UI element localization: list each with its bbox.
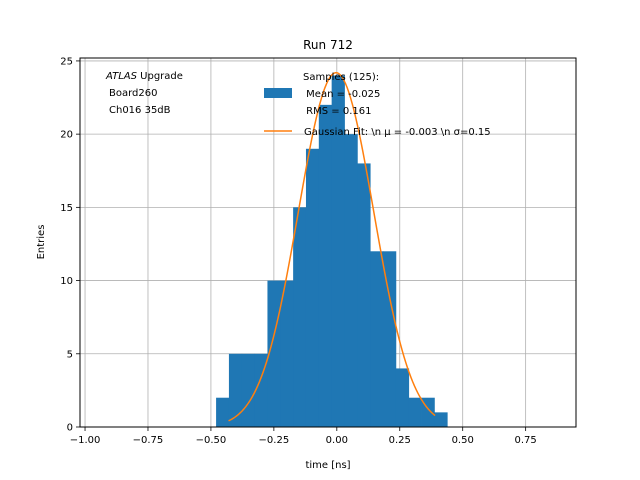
legend-histogram-line1: Samples (125):: [303, 72, 379, 83]
x-tick-label: 0.25: [389, 435, 411, 446]
annotation-italic: ATLAS: [105, 71, 138, 82]
y-tick-label: 15: [60, 203, 73, 214]
legend: Samples (125): Mean = -0.025 RMS = 0.161…: [264, 72, 491, 138]
histogram-bar: [357, 163, 371, 427]
annotation-line2: Board260: [109, 88, 157, 99]
legend-histogram-line3: RMS = 0.161: [303, 106, 371, 117]
histogram-bar: [434, 412, 448, 427]
histogram-bar: [318, 104, 333, 427]
x-tick-label: −1.00: [70, 435, 101, 446]
histogram-bar: [305, 148, 320, 428]
x-axis-ticks: −1.00 −0.75 −0.50 −0.25 0.00 0.25 0.50 0.75: [70, 427, 537, 446]
annotation-line3: Ch016 35dB: [109, 105, 171, 116]
histogram-bar: [293, 207, 307, 427]
histogram-bar: [370, 251, 384, 427]
x-tick-label: −0.50: [196, 435, 227, 446]
histogram-bar: [344, 134, 358, 427]
histogram-bar: [241, 353, 256, 427]
chart-title: Run 712: [303, 38, 353, 52]
gaussian-fit: [228, 71, 436, 422]
histogram-bar: [216, 397, 230, 427]
histogram-bar: [331, 75, 345, 428]
histogram-bar: [267, 280, 281, 427]
y-axis-label: Entries: [36, 225, 47, 260]
x-tick-label: −0.75: [133, 435, 164, 446]
y-tick-label: 20: [60, 130, 73, 141]
histogram-bar: [383, 251, 397, 427]
svg-text:ATLAS Upgrade: ATLAS Upgrade: [105, 71, 183, 82]
legend-fit-label: Gaussian Fit: \n μ = -0.003 \n σ=0.15: [304, 127, 491, 138]
x-tick-label: 0.50: [452, 435, 474, 446]
annotation-line1: Upgrade: [137, 71, 183, 82]
x-tick-label: 0.75: [515, 435, 537, 446]
x-tick-label: −0.25: [259, 435, 290, 446]
y-tick-label: 25: [60, 56, 73, 67]
x-tick-label: 0.00: [326, 435, 348, 446]
y-tick-label: 10: [60, 276, 73, 287]
histogram-bar: [408, 397, 422, 427]
legend-histogram-swatch: [264, 88, 292, 98]
y-axis-ticks: 0 5 10 15 20 25: [60, 56, 80, 434]
y-tick-label: 5: [67, 349, 73, 360]
plot-frame: [79, 57, 577, 428]
histogram-bar: [228, 353, 243, 427]
legend-histogram-line2: Mean = -0.025: [303, 89, 380, 100]
histogram-bars: [216, 75, 448, 428]
y-tick-label: 0: [67, 423, 73, 434]
histogram-bar: [395, 368, 410, 427]
atlas-annotation: ATLAS Upgrade Board260 Ch016 35dB: [105, 71, 183, 116]
histogram-bar: [280, 280, 294, 427]
histogram-bar: [254, 353, 268, 427]
fit-curve: [228, 71, 436, 422]
x-axis-label: time [ns]: [305, 460, 350, 471]
